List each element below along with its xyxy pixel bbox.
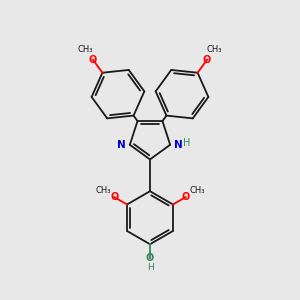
Text: O: O (146, 254, 154, 263)
Text: CH₃: CH₃ (78, 45, 93, 54)
Text: N: N (174, 140, 183, 150)
Text: H: H (147, 263, 153, 272)
Text: H: H (183, 138, 191, 148)
Text: CH₃: CH₃ (95, 186, 111, 195)
Text: CH₃: CH₃ (189, 186, 205, 195)
Text: O: O (110, 192, 118, 202)
Text: O: O (89, 55, 97, 64)
Text: CH₃: CH₃ (207, 45, 222, 54)
Text: O: O (203, 55, 211, 64)
Text: O: O (182, 192, 190, 202)
Text: N: N (117, 140, 126, 150)
